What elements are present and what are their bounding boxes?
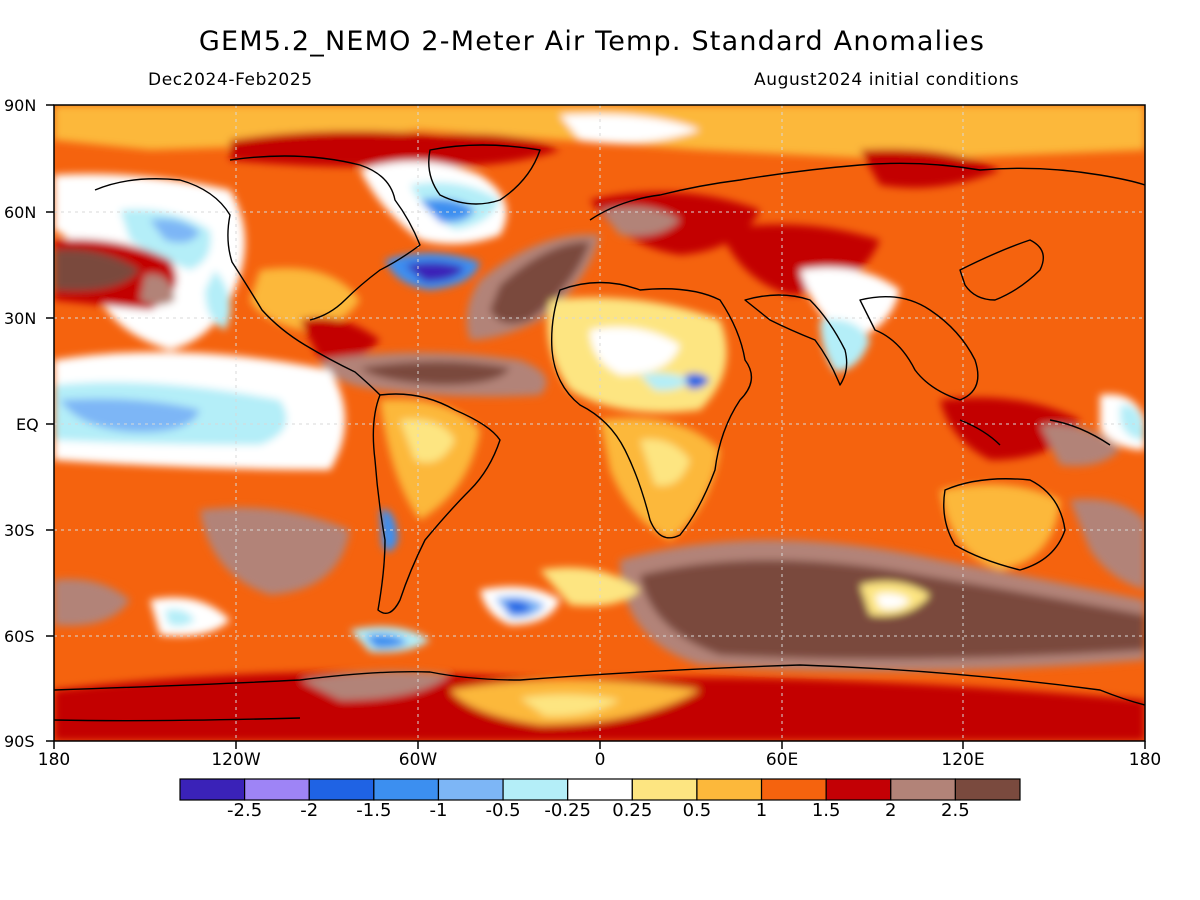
anomaly-region bbox=[940, 484, 1060, 570]
colorbar-label: -1.5 bbox=[356, 800, 392, 821]
anomaly-region bbox=[685, 373, 710, 389]
graticule bbox=[54, 105, 1145, 741]
lat-label-60s: 60S bbox=[4, 627, 35, 646]
colorbar-swatch bbox=[696, 778, 763, 801]
lat-label-60n: 60N bbox=[4, 203, 37, 222]
lon-label-60e: 60E bbox=[765, 750, 799, 770]
anomaly-region bbox=[365, 634, 408, 649]
colorbar-label: -0.25 bbox=[544, 800, 591, 821]
lon-label-120e: 120E bbox=[941, 750, 985, 770]
anomaly-region bbox=[54, 579, 130, 626]
anomaly-region bbox=[300, 671, 450, 700]
anomaly-region bbox=[230, 131, 560, 167]
anomaly-region bbox=[640, 373, 690, 391]
colorbar bbox=[179, 778, 1021, 801]
colorbar-label: 2 bbox=[885, 800, 897, 821]
coastlines bbox=[54, 144, 1145, 722]
lon-label-180e: 180 bbox=[1128, 750, 1162, 770]
anomaly-region bbox=[60, 398, 200, 433]
anomaly-region bbox=[520, 694, 620, 717]
colorbar-label: -2 bbox=[300, 800, 319, 821]
lat-label-30s: 30S bbox=[4, 521, 35, 540]
colorbar-swatch bbox=[825, 778, 892, 801]
colorbar-swatch bbox=[244, 778, 310, 801]
lon-label-60w: 60W bbox=[398, 750, 438, 770]
initial-conditions-label: August2024 initial conditions bbox=[754, 70, 1020, 90]
lat-label-90s: 90S bbox=[4, 732, 35, 751]
anomaly-region bbox=[420, 198, 475, 223]
lon-label-0: 0 bbox=[594, 750, 606, 770]
colorbar-label: 2.5 bbox=[941, 800, 970, 821]
anomaly-region bbox=[1040, 424, 1120, 466]
anomaly-region bbox=[150, 218, 200, 243]
colorbar-label: -2.5 bbox=[227, 800, 263, 821]
anomaly-region bbox=[200, 507, 350, 595]
colorbar-swatch bbox=[890, 778, 956, 801]
colorbar-swatch bbox=[179, 778, 246, 801]
anomaly-region bbox=[875, 593, 910, 609]
colorbar-label: -1 bbox=[429, 800, 448, 821]
anomaly-region bbox=[860, 149, 1000, 188]
lat-label-eq: EQ bbox=[16, 415, 39, 434]
colorbar-label: -0.5 bbox=[485, 800, 521, 821]
anomaly-region bbox=[590, 327, 680, 375]
chart-title: GEM5.2_NEMO 2-Meter Air Temp. Standard A… bbox=[198, 26, 986, 57]
lon-label-120w: 120W bbox=[211, 750, 261, 770]
anomaly-region bbox=[490, 241, 590, 324]
colorbar-swatch bbox=[373, 778, 440, 801]
lon-label-180w: 180 bbox=[37, 750, 71, 770]
anomaly-region bbox=[540, 567, 640, 606]
anomaly-region bbox=[165, 609, 195, 627]
anomaly-region bbox=[505, 600, 532, 614]
colorbar-label: 1.5 bbox=[811, 800, 841, 821]
anomaly-region bbox=[250, 268, 360, 330]
anomaly-region bbox=[640, 439, 690, 486]
anomaly-region bbox=[560, 114, 700, 144]
anomaly-region bbox=[405, 262, 465, 282]
anomaly-region bbox=[1070, 499, 1145, 590]
anomaly-region bbox=[600, 206, 680, 236]
colorbar-label: 1 bbox=[755, 800, 768, 821]
anomaly-region bbox=[54, 249, 140, 291]
axis-ticks bbox=[46, 104, 1146, 749]
anomaly-region bbox=[400, 419, 455, 463]
anomaly-region bbox=[940, 397, 1080, 460]
anomaly-region bbox=[140, 274, 175, 305]
anomaly-region bbox=[1120, 404, 1145, 440]
anomaly-region bbox=[800, 267, 900, 340]
lat-label-30n: 30N bbox=[4, 309, 37, 328]
colorbar-swatch bbox=[954, 778, 1021, 801]
colorbar-swatch bbox=[567, 778, 633, 801]
anomaly-region bbox=[820, 319, 870, 372]
colorbar-swatch bbox=[308, 778, 375, 801]
colorbar-label: 0.5 bbox=[682, 800, 712, 821]
lat-label-90n: 90N bbox=[4, 96, 37, 115]
anomaly-region bbox=[300, 317, 380, 361]
colorbar-label: 0.25 bbox=[612, 800, 653, 821]
season-label: Dec2024-Feb2025 bbox=[148, 70, 313, 90]
colorbar-swatch bbox=[502, 778, 569, 801]
colorbar-swatch bbox=[437, 778, 504, 801]
anomaly-region bbox=[205, 270, 231, 330]
colorbar-swatch bbox=[631, 778, 698, 801]
anomaly-region bbox=[360, 361, 510, 385]
colorbar-swatch bbox=[760, 778, 827, 801]
